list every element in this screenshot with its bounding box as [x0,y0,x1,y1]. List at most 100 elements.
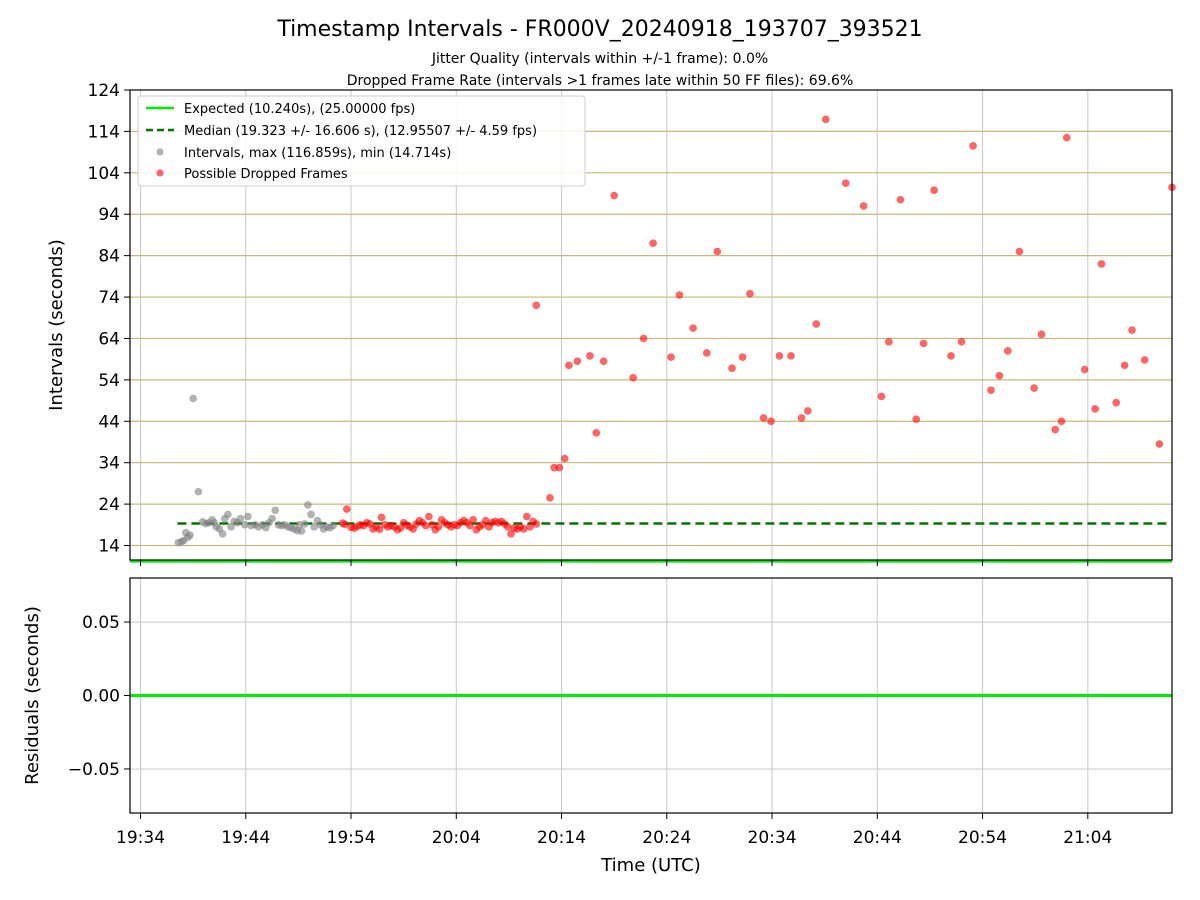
dropped-frame-point [1062,133,1071,142]
y-tick-label: 54 [98,371,120,391]
x-tick-label: 19:54 [327,828,376,848]
residuals-y-axis-label: Residuals (seconds) [22,606,43,785]
dropped-frame-point [649,239,658,248]
dropped-frame-point [930,186,939,195]
dropped-frame-point [728,364,736,373]
dropped-frame-point [969,142,977,150]
intervals-points [174,115,1176,547]
y-tick-label: 24 [98,495,120,515]
dropped-frame-point [1097,260,1106,268]
y-tick-label: 0.00 [82,687,120,707]
dropped-frame-point [821,115,830,124]
dropped-frame-point [1051,425,1060,434]
dropped-frame-point [639,334,648,343]
legend-expected-label: Expected (10.240s), (25.00000 fps) [184,102,415,117]
x-tick-label: 19:34 [116,828,165,848]
y-tick-label: 114 [88,122,120,142]
dropped-frame-point [1091,404,1100,413]
interval-point [271,506,280,515]
dropped-frame-point [469,515,478,524]
dropped-frame-point [884,337,893,346]
dropped-frame-point [667,353,675,361]
dropped-frame-point [629,373,638,382]
dropped-frame-point [340,520,349,529]
y-tick-label: 94 [98,205,120,225]
dropped-frame-point [565,361,573,370]
dropped-frame-point [1120,361,1129,370]
x-tick-label: 19:44 [221,828,270,848]
x-tick-label: 20:54 [958,828,1007,848]
interval-point [227,522,235,531]
legend: Expected (10.240s), (25.00000 fps) Media… [137,95,586,187]
dropped-frame-point [919,339,928,348]
dropped-frame-point [947,351,955,360]
y-tick-label: 14 [98,537,120,557]
dropped-frame-point [775,351,784,360]
interval-point [236,514,245,523]
dropped-frame-point [896,195,905,204]
dropped-frame-point [767,417,775,426]
x-tick-label: 20:14 [537,828,586,848]
dropped-frame-point [877,392,886,401]
dropped-frame-point [859,202,868,210]
dropped-frame-point [787,351,795,360]
interval-point [297,527,306,535]
dropped-frame-point [532,520,541,528]
chart-subtitle-jitter: Jitter Quality (intervals within +/-1 fr… [431,51,768,67]
y-tick-label: 84 [98,247,120,267]
legend-box [137,95,586,187]
intervals-plot-frame [129,89,1173,561]
dropped-frame-point [738,353,747,361]
x-tick-label: 20:04 [432,828,481,848]
dropped-frame-point [555,463,564,472]
interval-point [303,501,312,509]
legend-intervals-swatch [156,148,164,156]
y-tick-label: 64 [98,329,120,349]
dropped-frame-point [1057,417,1066,426]
chart-title: Timestamp Intervals - FR000V_20240918_19… [276,17,922,42]
interval-point [189,394,198,403]
dropped-frame-point [610,191,619,200]
interval-point [194,487,203,496]
dropped-frame-point [586,351,594,360]
dropped-frame-point [375,525,384,534]
dropped-frame-point [702,349,711,357]
dropped-frame-point [1155,440,1164,448]
dropped-frame-point [507,530,515,538]
dropped-frame-point [592,428,601,437]
dropped-frame-point [466,521,474,530]
residuals-plot: 0.05 0.00 −0.05 19:34 19:44 19:54 20:04 20:14 2… [22,577,1173,876]
dropped-frame-point [532,301,541,310]
dropped-frame-point [434,522,443,531]
dropped-frame-point [560,454,569,463]
intervals-plot: 14 24 34 44 54 64 74 84 94 104 114 124 Intervals (s… [46,81,1176,566]
x-tick-label: 21:04 [1063,828,1112,848]
legend-dropped-swatch [156,169,164,177]
interval-point [223,510,232,519]
intervals-x-ticks [140,560,1089,566]
dropped-frame-point [746,289,754,298]
dropped-frame-point [803,407,812,415]
dropped-frame-point [812,320,821,328]
dropped-frame-point [599,357,608,366]
chart-subtitle-dropped: Dropped Frame Rate (intervals >1 frames … [347,73,854,89]
intervals-y-axis-label: Intervals (seconds) [46,239,67,411]
dropped-frame-point [1015,247,1024,256]
dropped-frame-point [1030,384,1039,393]
interval-point [243,512,252,521]
y-tick-label: −0.05 [68,760,120,780]
y-tick-label: 0.05 [82,613,120,633]
dropped-frame-point [522,512,531,521]
x-tick-label: 20:24 [642,828,691,848]
dropped-frame-point [759,414,768,422]
dropped-frame-point [912,415,921,424]
y-tick-label: 124 [88,81,120,101]
dropped-frame-point [1128,326,1136,335]
intervals-reference-lines [130,130,1172,563]
legend-median-label: Median (19.323 +/- 16.606 s), (12.95507 … [184,124,537,139]
interval-point [268,514,276,523]
x-axis-label: Time (UTC) [600,855,701,876]
dropped-frame-point [1112,398,1121,407]
dropped-frame-point [503,522,512,531]
dropped-frame-point [689,324,698,333]
